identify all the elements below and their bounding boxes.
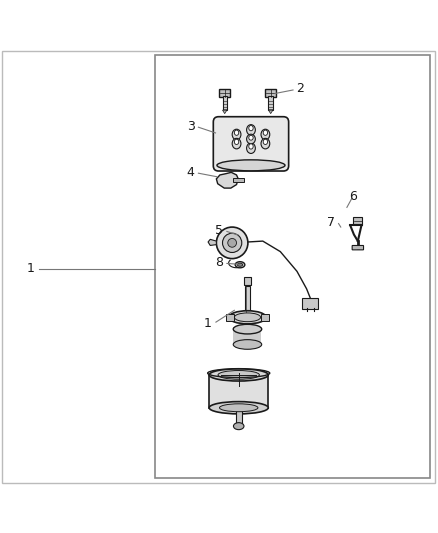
Ellipse shape: [233, 324, 261, 334]
Circle shape: [216, 227, 248, 259]
Bar: [236, 407, 242, 425]
Ellipse shape: [217, 160, 285, 171]
Bar: [244, 286, 251, 316]
Bar: [209, 375, 268, 408]
Ellipse shape: [229, 311, 266, 324]
Text: 4: 4: [187, 166, 194, 179]
Ellipse shape: [247, 134, 255, 144]
FancyBboxPatch shape: [213, 117, 289, 171]
Ellipse shape: [233, 340, 261, 349]
Bar: [261, 314, 269, 321]
Polygon shape: [216, 172, 238, 188]
Ellipse shape: [237, 263, 243, 266]
Bar: [223, 96, 227, 110]
Text: 2: 2: [296, 82, 304, 95]
Bar: [244, 277, 251, 285]
Text: 3: 3: [187, 120, 194, 133]
Circle shape: [228, 238, 237, 247]
FancyBboxPatch shape: [353, 217, 362, 224]
Circle shape: [223, 233, 242, 253]
Ellipse shape: [234, 313, 261, 322]
Ellipse shape: [249, 135, 253, 140]
Polygon shape: [208, 239, 216, 246]
Bar: [155, 55, 430, 478]
Ellipse shape: [209, 369, 268, 381]
Ellipse shape: [234, 139, 239, 144]
Text: 1: 1: [204, 317, 212, 330]
Bar: [268, 96, 273, 110]
FancyBboxPatch shape: [219, 88, 230, 98]
Ellipse shape: [263, 139, 268, 144]
Bar: [226, 314, 234, 321]
Ellipse shape: [249, 144, 253, 149]
Text: 6: 6: [349, 190, 357, 203]
Ellipse shape: [247, 125, 255, 135]
Ellipse shape: [234, 130, 239, 135]
Bar: [233, 327, 261, 344]
Text: 7: 7: [327, 216, 335, 229]
Ellipse shape: [235, 262, 245, 268]
Polygon shape: [268, 110, 273, 114]
Text: 5: 5: [215, 224, 223, 237]
Ellipse shape: [232, 139, 241, 149]
Ellipse shape: [209, 402, 268, 414]
Ellipse shape: [219, 404, 258, 411]
Ellipse shape: [261, 129, 270, 140]
Ellipse shape: [232, 129, 241, 140]
Polygon shape: [223, 110, 227, 114]
Ellipse shape: [233, 423, 244, 430]
Ellipse shape: [263, 130, 268, 135]
Ellipse shape: [218, 370, 259, 379]
FancyBboxPatch shape: [302, 298, 318, 309]
Text: 8: 8: [215, 256, 223, 270]
FancyBboxPatch shape: [352, 246, 364, 250]
FancyBboxPatch shape: [265, 88, 276, 98]
Ellipse shape: [261, 139, 270, 149]
Ellipse shape: [249, 125, 253, 131]
Bar: [233, 179, 244, 182]
Text: 1: 1: [27, 262, 35, 275]
Ellipse shape: [247, 143, 255, 154]
